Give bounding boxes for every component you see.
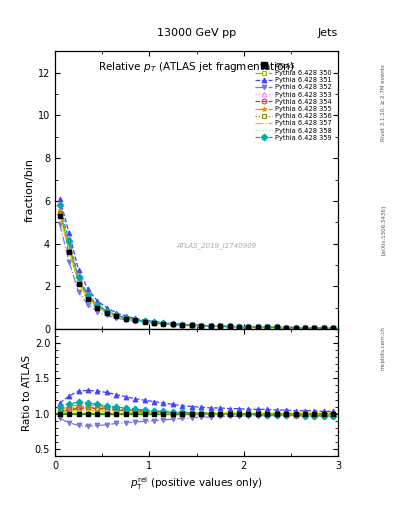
Text: [arXiv:1306.3436]: [arXiv:1306.3436] [381,205,386,255]
Text: ATLAS_2019_I1740909: ATLAS_2019_I1740909 [176,243,256,249]
Text: Rivet 3.1.10, ≥ 2.7M events: Rivet 3.1.10, ≥ 2.7M events [381,64,386,141]
Y-axis label: fraction/bin: fraction/bin [25,158,35,222]
Legend: ATLAS, Pythia 6.428 350, Pythia 6.428 351, Pythia 6.428 352, Pythia 6.428 353, P: ATLAS, Pythia 6.428 350, Pythia 6.428 35… [253,60,335,143]
Y-axis label: Ratio to ATLAS: Ratio to ATLAS [22,354,32,431]
Text: mcplots.cern.ch: mcplots.cern.ch [381,326,386,370]
X-axis label: $p_{\mathrm{T}}^{\mathrm{rel}}$ (positive values only): $p_{\mathrm{T}}^{\mathrm{rel}}$ (positiv… [130,475,263,492]
Text: 13000 GeV pp: 13000 GeV pp [157,28,236,38]
Text: Relative $p_{T}$ (ATLAS jet fragmentation): Relative $p_{T}$ (ATLAS jet fragmentatio… [98,59,295,74]
Text: Jets: Jets [318,28,338,38]
